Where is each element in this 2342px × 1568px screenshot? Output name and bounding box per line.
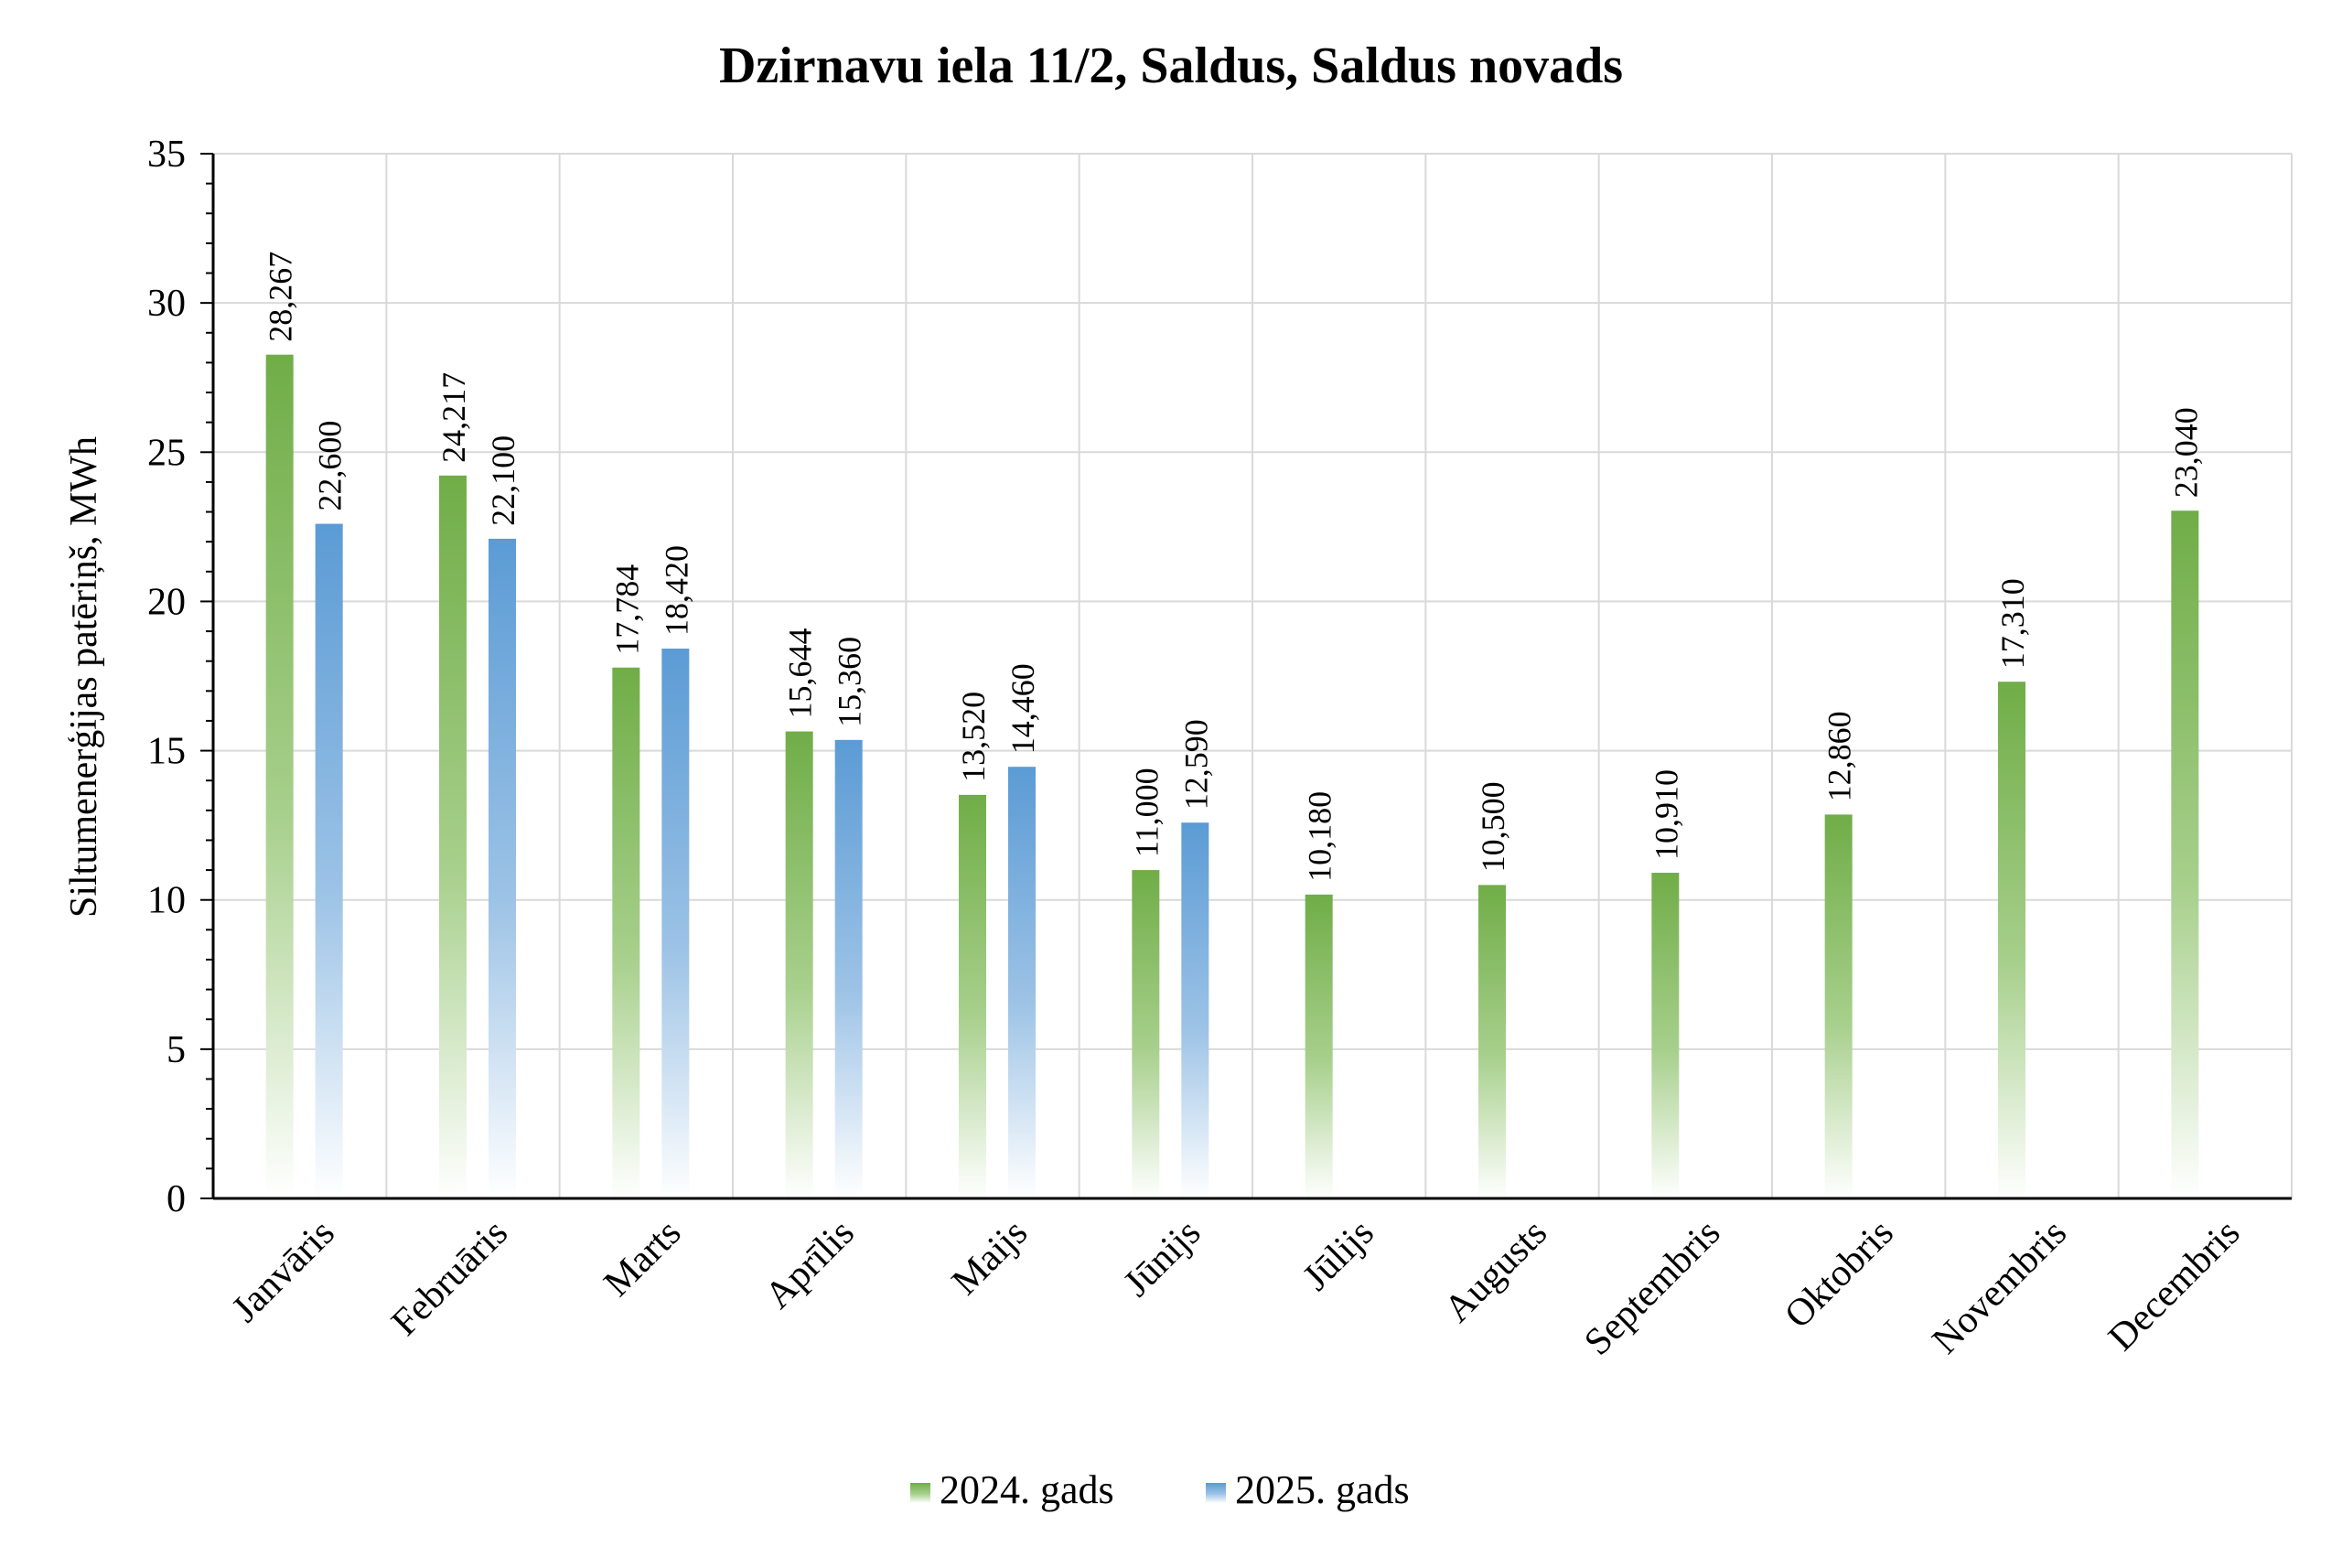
data-label: 24,217: [435, 372, 472, 463]
bar-2025-3: [834, 739, 863, 1198]
x-tick-label: Janvāris: [224, 1212, 343, 1331]
legend: 2024. gads 2025. gads: [910, 1467, 1410, 1512]
x-tick-label: Jūnijs: [1116, 1212, 1209, 1305]
data-label: 22,100: [485, 435, 521, 526]
legend-swatch-2025: [1206, 1483, 1226, 1503]
data-label: 14,460: [1004, 663, 1041, 754]
bar-2024-8: [1651, 873, 1680, 1198]
data-label: 12,860: [1821, 711, 1858, 801]
data-label: 15,360: [832, 637, 868, 727]
bars: [265, 354, 2199, 1198]
bar-2024-3: [785, 731, 813, 1198]
x-tick-label: Jūlijs: [1295, 1212, 1381, 1299]
bar-2024-1: [439, 475, 467, 1198]
y-tick-label: 25: [147, 432, 186, 474]
data-label: 15,644: [782, 628, 819, 719]
data-label: 10,500: [1475, 781, 1511, 872]
data-label: 13,520: [955, 692, 992, 782]
x-tick-label: Oktobris: [1777, 1212, 1901, 1337]
chart-title: Dzirnavu iela 11/2, Saldus, Saldus novad…: [719, 38, 1623, 94]
data-label: 11,000: [1128, 768, 1165, 857]
data-label: 22,600: [312, 421, 349, 511]
y-tick-labels: 0 5 10 15 20 25 30 35: [147, 134, 186, 1220]
bar-2025-4: [1008, 767, 1036, 1198]
data-label: 17,310: [1994, 578, 2031, 669]
data-label: 28,267: [263, 252, 299, 342]
x-tick-label: Aprīlis: [757, 1212, 863, 1317]
legend-label: 2025. gads: [1235, 1467, 1410, 1512]
bar-2025-1: [489, 538, 516, 1198]
axes: [200, 153, 2292, 1200]
y-tick-label: 30: [147, 283, 186, 325]
bar-2025-0: [315, 523, 343, 1198]
data-label: 18,420: [658, 545, 694, 636]
x-tick-label: Decembris: [2100, 1212, 2248, 1359]
bar-2024-4: [959, 794, 986, 1198]
y-tick-label: 35: [147, 134, 186, 176]
bar-2024-6: [1305, 894, 1333, 1198]
x-tick-label: Maijs: [944, 1212, 1036, 1304]
data-label: 17,784: [608, 564, 645, 655]
y-tick-label: 20: [147, 581, 186, 623]
data-labels: 28,267 24,217 17,784 15,644 13,520 11,000 10,1…: [263, 252, 2205, 882]
x-tick-label: Februāris: [383, 1212, 516, 1345]
y-tick-label: 5: [167, 1029, 186, 1071]
grid: [213, 153, 2293, 1198]
bar-2024-5: [1132, 870, 1160, 1198]
bar-2024-9: [1824, 814, 1853, 1198]
y-tick-label: 10: [147, 880, 186, 922]
bar-2024-11: [2171, 510, 2199, 1198]
y-tick-label: 0: [167, 1178, 186, 1220]
data-label: 23,040: [2167, 407, 2204, 498]
data-label: 12,590: [1177, 719, 1214, 810]
bar-2025-5: [1181, 822, 1209, 1198]
x-tick-labels: Janvāris Februāris Marts Aprīlis Maijs Jūnijs…: [224, 1212, 2249, 1364]
bar-2024-2: [612, 667, 640, 1198]
x-tick-label: Novembris: [1925, 1212, 2076, 1363]
x-tick-label: Marts: [596, 1212, 690, 1305]
data-label: 10,910: [1648, 769, 1684, 860]
bar-2024-7: [1478, 885, 1506, 1198]
legend-swatch-2024: [910, 1483, 930, 1503]
data-label: 10,180: [1302, 791, 1338, 882]
legend-label: 2024. gads: [940, 1467, 1114, 1512]
y-axis-label: Siltumenerģijas patēriņš, MWh: [63, 436, 105, 918]
bar-2024-10: [1998, 682, 2025, 1198]
bar-2025-2: [661, 648, 690, 1198]
x-tick-label: Septembris: [1576, 1212, 1728, 1364]
y-tick-label: 15: [147, 731, 186, 773]
x-tick-label: Augusts: [1436, 1212, 1555, 1331]
bar-2024-0: [265, 354, 294, 1198]
